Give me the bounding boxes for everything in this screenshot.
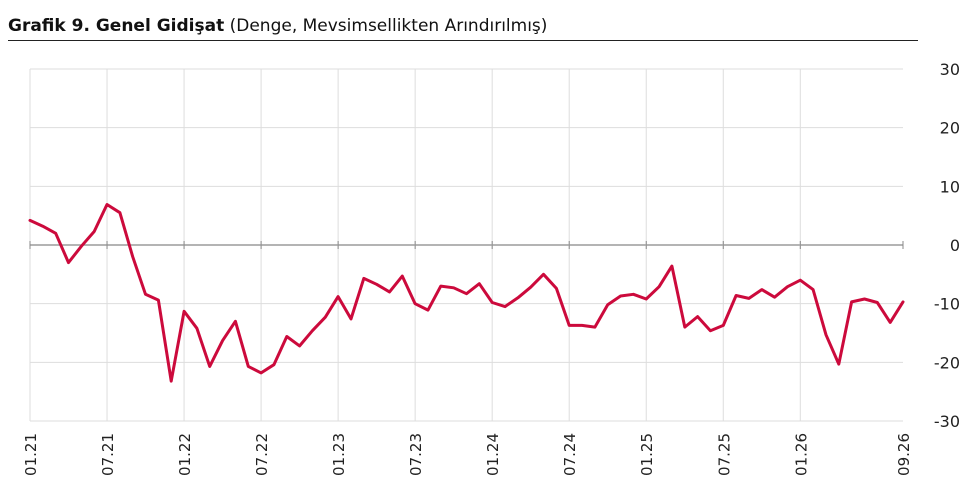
x-tick-label: 01.25 (638, 433, 656, 476)
y-tick-label: 10 (940, 177, 960, 196)
x-tick-label: 07.23 (407, 433, 425, 476)
x-tick-label: 07.22 (253, 433, 271, 476)
y-tick-label: -20 (934, 353, 960, 372)
x-tick-label: 01.22 (176, 433, 194, 476)
x-tick-label: 01.23 (330, 433, 348, 476)
x-tick-label: 07.25 (715, 433, 733, 476)
x-tick-label: 09.26 (895, 433, 913, 476)
y-tick-label: -30 (934, 412, 960, 431)
series-line (28, 203, 905, 383)
y-tick-label: 20 (940, 119, 960, 138)
y-tick-label: 30 (940, 60, 960, 79)
title-rule (8, 40, 918, 41)
chart-title-rest: (Denge, Mevsimsellikten Arındırılmış) (229, 16, 548, 36)
chart-title: Grafik 9. Genel Gidişat (Denge, Mevsimse… (8, 16, 547, 36)
x-tick-label: 01.24 (484, 433, 502, 476)
x-tick-label: 07.21 (99, 433, 117, 476)
y-tick-label: -10 (934, 295, 960, 314)
x-tick-label: 01.21 (22, 433, 40, 476)
chart-title-bold: Grafik 9. Genel Gidişat (8, 16, 225, 36)
y-tick-label: 0 (950, 236, 960, 255)
x-tick-label: 01.26 (792, 433, 810, 476)
x-tick-label: 07.24 (561, 433, 579, 476)
